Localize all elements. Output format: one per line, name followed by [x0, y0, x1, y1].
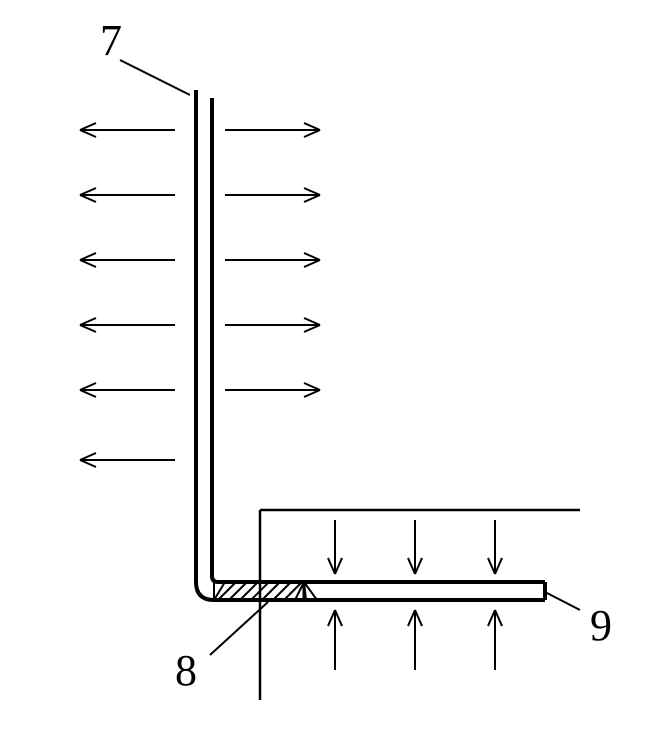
plate-member-9 [260, 510, 580, 700]
label-9: 9 [590, 601, 612, 650]
arrows-right [225, 123, 320, 397]
label-7: 7 [100, 16, 122, 65]
weld-hatch-8 [214, 582, 317, 600]
schematic-diagram: 7 8 9 [0, 0, 672, 736]
angle-member-7 [196, 90, 545, 600]
arrows-left [80, 123, 175, 467]
label-8: 8 [175, 646, 197, 695]
arrows-up [328, 610, 502, 670]
arrows-down [328, 520, 502, 574]
leader-lines [120, 60, 580, 655]
